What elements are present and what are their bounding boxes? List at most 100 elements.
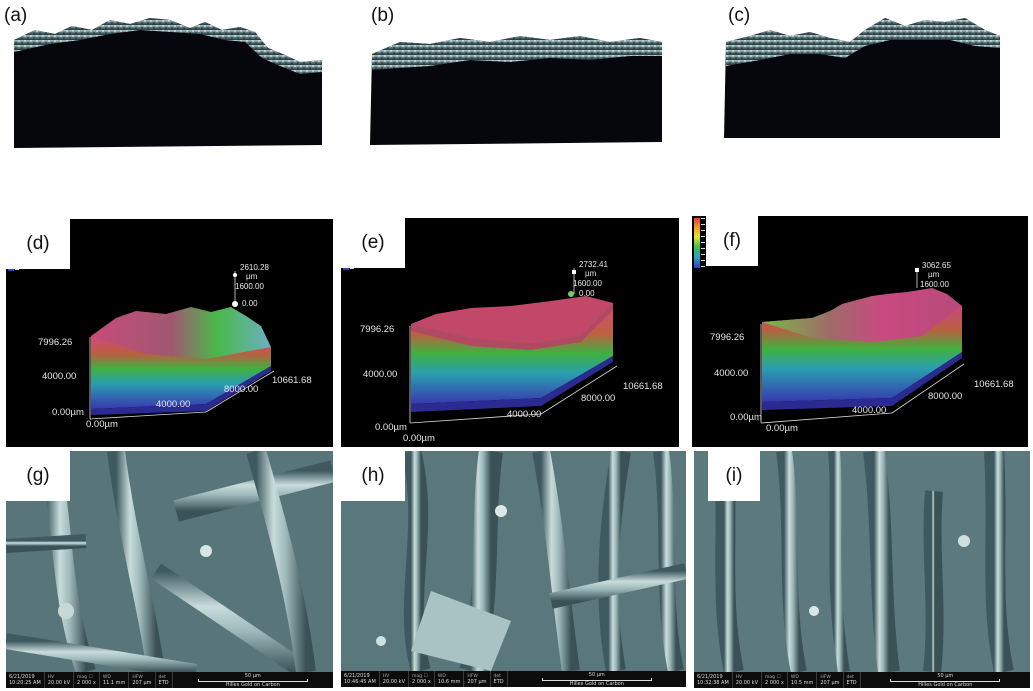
sem-mag: 2 000 x <box>412 678 431 685</box>
sem-hv: 20.00 kV <box>735 679 759 686</box>
sem-wd-header: WD <box>102 674 111 680</box>
x-8000-label: 8000.00 <box>928 391 963 402</box>
x-max-label: 10661.68 <box>623 381 663 392</box>
z-max-label: 2732.41 <box>579 260 608 269</box>
sem-mag: 2 000 x <box>77 679 96 686</box>
sem-hfw-header: HFW <box>467 673 478 679</box>
sem-micrograph-h: (h) 6/21/2019 10:46:45 AM HV 20.00 kV mag … <box>341 451 686 687</box>
sem-hv-header: HV <box>382 673 390 679</box>
sem-info-bar: 6/21/2019 10:46:45 AM HV 20.00 kV mag ☐ 2 0… <box>341 671 686 687</box>
sem-det: ETD <box>846 679 857 686</box>
sem-time: 10:46:45 AM <box>344 679 376 685</box>
sem-sample: Hilles Gold on Carbon <box>569 680 624 687</box>
profile-panel-e: (e) 2732.41 µm 1600.00 0.00 7996.26 4000… <box>341 218 679 447</box>
sem-det-header: det <box>846 674 854 680</box>
panel-label-c: (c) <box>728 5 751 26</box>
y-mid-label: 4000.00 <box>714 368 749 379</box>
fiber-texture-g <box>6 451 333 672</box>
origin-x-label: 0.00µm <box>766 423 798 434</box>
panel-label-f: (f) <box>706 216 758 266</box>
specimen-c <box>724 18 1000 138</box>
x-8000-label: 8000.00 <box>224 384 259 395</box>
origin-y-label: 0.00µm <box>730 412 762 423</box>
sem-sample: Hilles Gold on Carbon <box>225 681 280 688</box>
z-max-label: 3062.65 <box>922 261 951 270</box>
origin-y-label: 0.00µm <box>375 422 407 433</box>
origin-x-label: 0.00µm <box>86 419 118 430</box>
sem-scale-bar <box>541 677 652 681</box>
z-zero-label: 0.00 <box>579 289 595 298</box>
panel-label-a: (a) <box>4 5 28 26</box>
z-unit-label: µm <box>928 270 940 279</box>
x-mid-label: 4000.00 <box>507 409 542 420</box>
sem-micrograph-i: (i) 6/21/2019 10:32:38 AM HV 20.00 kV mag … <box>694 451 1030 688</box>
sem-hfw-header: HFW <box>132 674 143 680</box>
sem-micrograph-g: (g) 6/21/2019 10:20:25 AM HV 20.00 kV mag … <box>6 451 333 688</box>
sem-hfw: 207 µm <box>467 678 487 685</box>
z-unit-label: µm <box>585 269 597 278</box>
panel-label-g: (g) <box>6 451 70 501</box>
sem-mag-header: mag ☐ <box>765 674 781 680</box>
sem-scale-label: 50 µm <box>937 672 954 679</box>
y-mid-label: 4000.00 <box>363 369 398 380</box>
z-max-label: 2610.28 <box>240 263 269 272</box>
sem-date: 6/21/2019 <box>9 674 35 680</box>
y-max-label: 7996.26 <box>710 332 745 343</box>
z-zero-label: 0.00 <box>242 299 258 308</box>
panel-label-h: (h) <box>341 451 405 501</box>
x-8000-label: 8000.00 <box>581 393 616 404</box>
z-mid-label: 1600.00 <box>920 280 949 289</box>
panel-label-i: (i) <box>708 451 760 501</box>
x-max-label: 10661.68 <box>272 375 312 386</box>
y-max-label: 7996.26 <box>360 324 395 335</box>
sem-mag-header: mag ☐ <box>77 674 93 680</box>
specimen-b <box>370 36 662 145</box>
sem-hv: 20.00 kV <box>47 679 71 686</box>
profile-panel-d: (d) 2610.28 µm 1600.00 <box>6 219 333 447</box>
panel-label-b: (b) <box>371 5 395 26</box>
sem-hv: 20.00 kV <box>382 678 406 685</box>
sem-wd-header: WD <box>437 673 446 679</box>
sem-time: 10:32:38 AM <box>697 680 729 686</box>
sem-wd: 10.6 mm <box>437 678 461 685</box>
sem-hfw-header: HFW <box>820 674 831 680</box>
surface-plot-d <box>89 271 275 420</box>
sem-hv-header: HV <box>47 674 55 680</box>
origin-y-label: 0.00µm <box>52 407 84 418</box>
z-unit-label: µm <box>246 272 258 281</box>
sem-hfw: 207 µm <box>132 679 152 686</box>
sem-det: ETD <box>158 679 169 686</box>
panel-label-e: (e) <box>341 218 405 268</box>
sem-scale-label: 50 µm <box>588 671 605 678</box>
x-mid-label: 4000.00 <box>852 405 887 416</box>
sem-det-header: det <box>493 673 501 679</box>
specimen-a <box>14 18 322 148</box>
surface-plot-f <box>760 268 965 424</box>
sem-info-bar: 6/21/2019 10:20:25 AM HV 20.00 kV mag ☐ 2 0… <box>6 672 333 688</box>
x-mid-label: 4000.00 <box>156 399 191 410</box>
sem-date: 6/21/2019 <box>344 673 370 679</box>
origin-x-label: 0.00µm <box>403 433 435 444</box>
sem-hv-header: HV <box>735 674 743 680</box>
sem-hfw: 207 µm <box>820 679 840 686</box>
profile-panel-f: (f) 3062.65 µm 1600.00 7996 <box>692 216 1028 447</box>
sem-mag: 2 000 x <box>765 679 784 686</box>
y-max-label: 7996.26 <box>38 337 73 348</box>
sem-scale-bar <box>197 678 308 682</box>
sem-det-header: det <box>158 674 166 680</box>
sem-scale-label: 50 µm <box>244 672 261 679</box>
specimen-photos <box>14 18 1000 148</box>
sem-mag-header: mag ☐ <box>412 673 428 679</box>
z-mid-label: 1600.00 <box>573 279 602 288</box>
sem-info-bar: 6/21/2019 10:32:38 AM HV 20.00 kV mag ☐ 2 0… <box>694 672 1030 688</box>
sem-wd: 10.5 mm <box>790 679 814 686</box>
sem-wd-header: WD <box>790 674 799 680</box>
y-mid-label: 4000.00 <box>42 371 77 382</box>
panel-label-d: (d) <box>6 219 70 269</box>
sem-date: 6/21/2019 <box>697 674 723 680</box>
sem-wd: 11.1 mm <box>102 679 126 686</box>
sem-sample: Hilles Gold on Carbon <box>918 681 973 688</box>
x-max-label: 10661.68 <box>974 379 1014 390</box>
sem-scale-bar <box>890 678 1001 682</box>
color-scale <box>694 218 700 268</box>
